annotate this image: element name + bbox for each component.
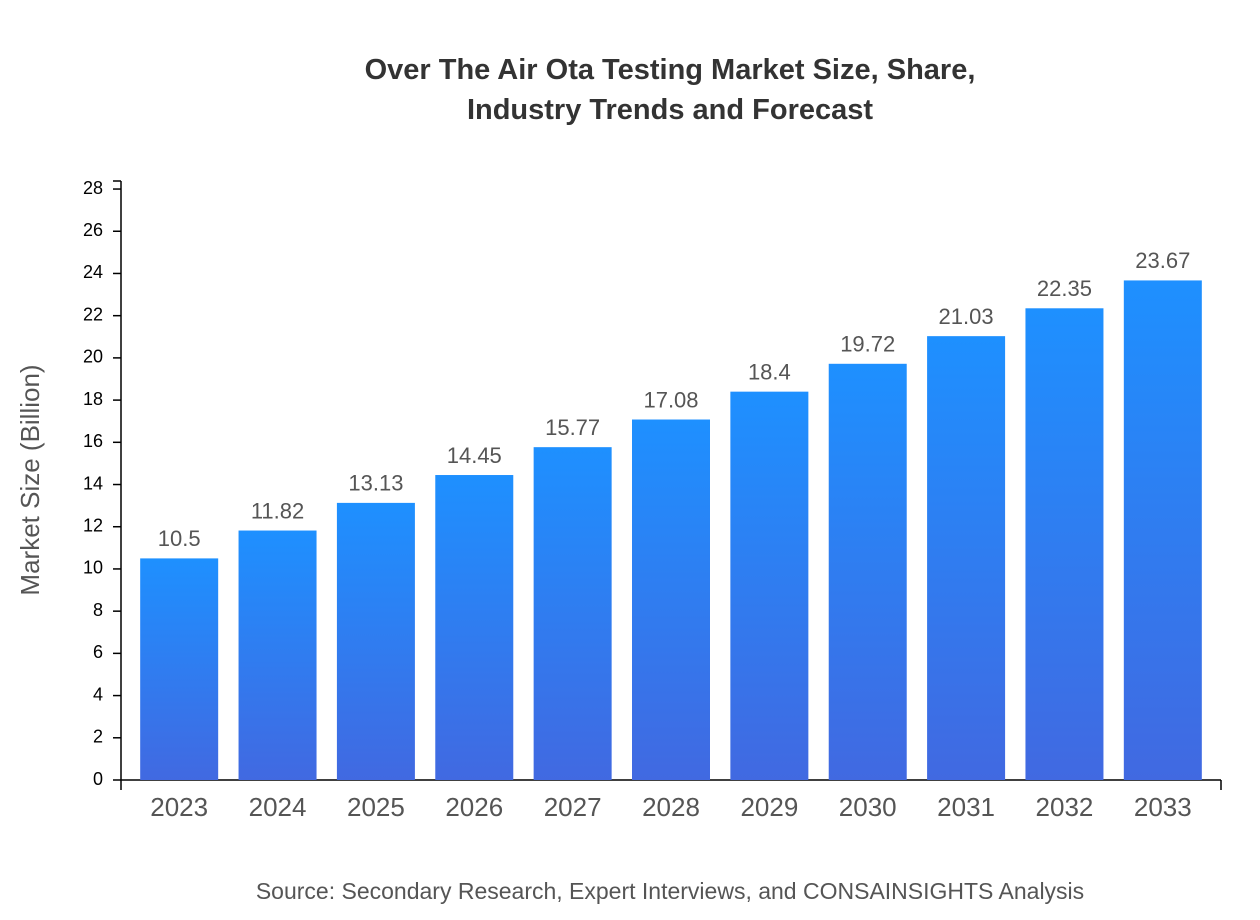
value-label: 19.72: [840, 332, 895, 357]
value-label: 13.13: [348, 471, 403, 496]
y-tick-label: 20: [83, 347, 103, 367]
source-note: Source: Secondary Research, Expert Inter…: [255, 878, 1085, 904]
value-label: 15.77: [545, 415, 600, 440]
value-label: 18.4: [748, 359, 791, 384]
y-tick-label: 14: [83, 473, 103, 493]
bar: [632, 419, 710, 780]
y-tick-label: 2: [93, 727, 103, 747]
x-tick-label: 2027: [544, 792, 602, 822]
value-label: 23.67: [1135, 248, 1190, 273]
bar: [336, 502, 415, 780]
y-axis-label: Market Size (Billion): [15, 364, 45, 595]
x-tick-label: 2026: [445, 792, 503, 822]
y-tick-label: 26: [83, 220, 103, 240]
value-label: 22.35: [1037, 276, 1092, 301]
bar: [730, 391, 809, 780]
x-tick-label: 2023: [150, 792, 208, 822]
chart-title: Over The Air Ota Testing Market Size, Sh…: [364, 54, 976, 126]
x-tick-label: 2028: [642, 792, 700, 822]
bar: [1123, 280, 1202, 780]
x-tick-label: 2025: [347, 792, 405, 822]
y-tick-label: 22: [83, 304, 103, 324]
bar: [1025, 308, 1104, 780]
x-tick-label: 2033: [1134, 792, 1192, 822]
bar: [435, 475, 514, 780]
y-tick-label: 10: [83, 558, 103, 578]
bar: [140, 558, 219, 780]
y-tick-label: 24: [83, 262, 103, 282]
y-tick-label: 18: [83, 389, 103, 409]
bar: [828, 363, 907, 780]
value-label: 21.03: [939, 304, 994, 329]
x-tick-label: 2024: [249, 792, 307, 822]
x-tick-label: 2030: [839, 792, 897, 822]
y-tick-label: 6: [93, 642, 103, 662]
value-label: 14.45: [447, 443, 502, 468]
y-tick-label: 8: [93, 600, 103, 620]
bar: [238, 530, 317, 780]
value-label: 11.82: [251, 498, 304, 523]
x-tick-label: 2032: [1036, 792, 1094, 822]
bar: [533, 447, 612, 780]
y-tick-label: 4: [93, 684, 103, 704]
y-tick-label: 28: [83, 178, 103, 198]
bar: [927, 336, 1006, 780]
x-tick-label: 2029: [740, 792, 798, 822]
y-tick-label: 12: [83, 515, 103, 535]
x-tick-label: 2031: [937, 792, 995, 822]
y-tick-label: 16: [83, 431, 103, 451]
value-label: 17.08: [643, 387, 698, 412]
value-label: 10.5: [158, 526, 201, 551]
y-tick-label: 0: [93, 769, 103, 789]
